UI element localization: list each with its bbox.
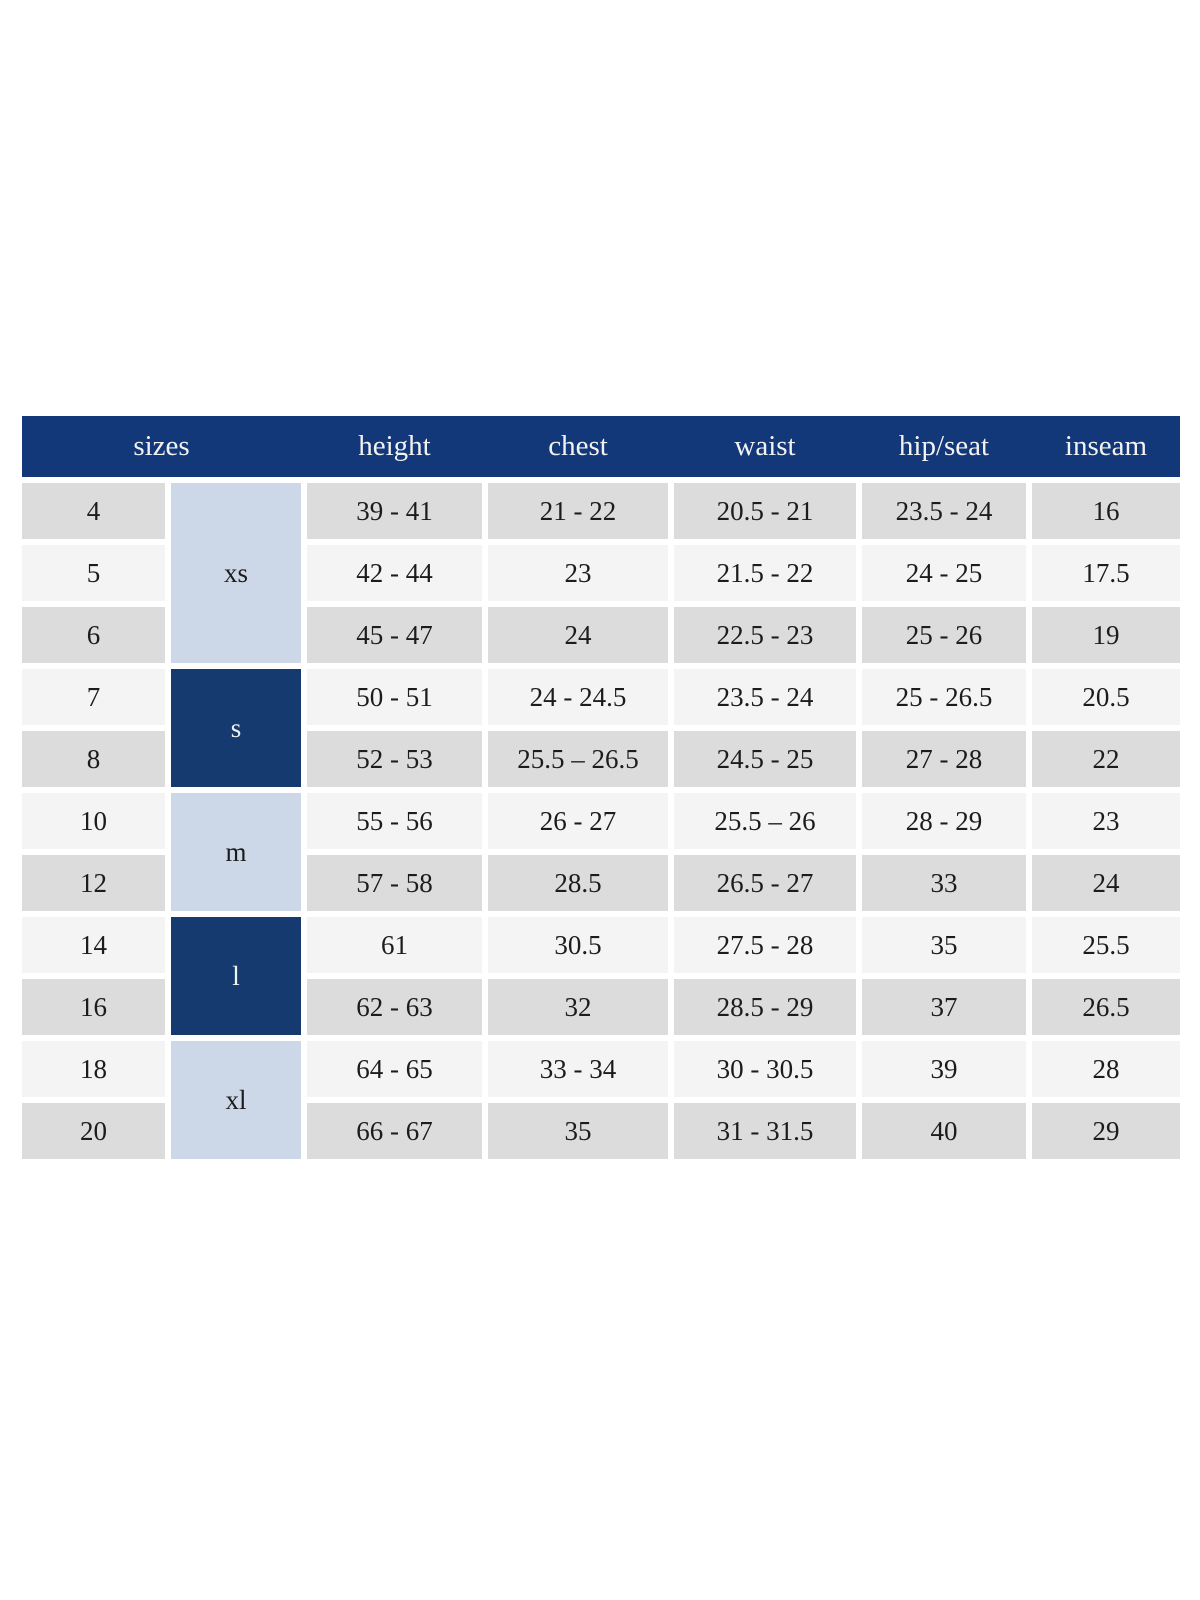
cell-height: 57 - 58 — [307, 855, 482, 911]
cell-height: 62 - 63 — [307, 979, 482, 1035]
cell-height: 52 - 53 — [307, 731, 482, 787]
cell-chest: 23 — [488, 545, 668, 601]
group-cell-l: l — [171, 917, 301, 1035]
cell-waist: 26.5 - 27 — [674, 855, 856, 911]
cell-waist: 21.5 - 22 — [674, 545, 856, 601]
cell-size: 8 — [22, 731, 165, 787]
cell-height: 64 - 65 — [307, 1041, 482, 1097]
cell-inseam: 19 — [1032, 607, 1180, 663]
cell-size: 7 — [22, 669, 165, 725]
cell-waist: 24.5 - 25 — [674, 731, 856, 787]
cell-hip-seat: 25 - 26 — [862, 607, 1026, 663]
cell-waist: 30 - 30.5 — [674, 1041, 856, 1097]
table-body: 4 xs 39 - 41 21 - 22 20.5 - 21 23.5 - 24 16 5 42… — [22, 483, 1180, 1159]
group-cell-xs: xs — [171, 483, 301, 663]
cell-size: 4 — [22, 483, 165, 539]
cell-hip-seat: 27 - 28 — [862, 731, 1026, 787]
cell-waist: 22.5 - 23 — [674, 607, 856, 663]
table-header-row: sizes height chest waist hip/seat inseam — [22, 416, 1180, 477]
cell-waist: 27.5 - 28 — [674, 917, 856, 973]
cell-size: 12 — [22, 855, 165, 911]
cell-hip-seat: 39 — [862, 1041, 1026, 1097]
cell-chest: 21 - 22 — [488, 483, 668, 539]
cell-chest: 25.5 – 26.5 — [488, 731, 668, 787]
header-inseam: inseam — [1064, 430, 1148, 462]
cell-inseam: 28 — [1032, 1041, 1180, 1097]
cell-height: 45 - 47 — [307, 607, 482, 663]
cell-hip-seat: 28 - 29 — [862, 793, 1026, 849]
cell-hip-seat: 35 — [862, 917, 1026, 973]
cell-height: 39 - 41 — [307, 483, 482, 539]
cell-waist: 31 - 31.5 — [674, 1103, 856, 1159]
cell-waist: 20.5 - 21 — [674, 483, 856, 539]
cell-inseam: 24 — [1032, 855, 1180, 911]
cell-chest: 24 - 24.5 — [488, 669, 668, 725]
cell-waist: 23.5 - 24 — [674, 669, 856, 725]
cell-inseam: 20.5 — [1032, 669, 1180, 725]
cell-inseam: 25.5 — [1032, 917, 1180, 973]
cell-height: 42 - 44 — [307, 545, 482, 601]
cell-inseam: 22 — [1032, 731, 1180, 787]
cell-chest: 30.5 — [488, 917, 668, 973]
cell-hip-seat: 24 - 25 — [862, 545, 1026, 601]
cell-hip-seat: 23.5 - 24 — [862, 483, 1026, 539]
cell-chest: 24 — [488, 607, 668, 663]
cell-size: 20 — [22, 1103, 165, 1159]
cell-chest: 26 - 27 — [488, 793, 668, 849]
cell-height: 50 - 51 — [307, 669, 482, 725]
header-chest: chest — [548, 430, 608, 462]
cell-inseam: 23 — [1032, 793, 1180, 849]
cell-size: 5 — [22, 545, 165, 601]
cell-chest: 32 — [488, 979, 668, 1035]
group-cell-s: s — [171, 669, 301, 787]
cell-size: 16 — [22, 979, 165, 1035]
cell-size: 14 — [22, 917, 165, 973]
cell-size: 10 — [22, 793, 165, 849]
cell-waist: 28.5 - 29 — [674, 979, 856, 1035]
header-height: height — [358, 430, 431, 462]
cell-size: 6 — [22, 607, 165, 663]
size-chart-table: sizes height chest waist hip/seat inseam… — [22, 416, 1180, 1159]
group-cell-m: m — [171, 793, 301, 911]
cell-hip-seat: 37 — [862, 979, 1026, 1035]
header-waist: waist — [734, 430, 796, 462]
cell-waist: 25.5 – 26 — [674, 793, 856, 849]
cell-chest: 35 — [488, 1103, 668, 1159]
cell-height: 55 - 56 — [307, 793, 482, 849]
cell-hip-seat: 40 — [862, 1103, 1026, 1159]
cell-inseam: 26.5 — [1032, 979, 1180, 1035]
header-sizes: sizes — [133, 430, 190, 462]
cell-height: 61 — [307, 917, 482, 973]
cell-inseam: 16 — [1032, 483, 1180, 539]
header-hip-seat: hip/seat — [898, 430, 990, 462]
cell-hip-seat: 25 - 26.5 — [862, 669, 1026, 725]
cell-chest: 28.5 — [488, 855, 668, 911]
group-cell-xl: xl — [171, 1041, 301, 1159]
cell-hip-seat: 33 — [862, 855, 1026, 911]
cell-inseam: 29 — [1032, 1103, 1180, 1159]
cell-size: 18 — [22, 1041, 165, 1097]
cell-inseam: 17.5 — [1032, 545, 1180, 601]
cell-chest: 33 - 34 — [488, 1041, 668, 1097]
cell-height: 66 - 67 — [307, 1103, 482, 1159]
